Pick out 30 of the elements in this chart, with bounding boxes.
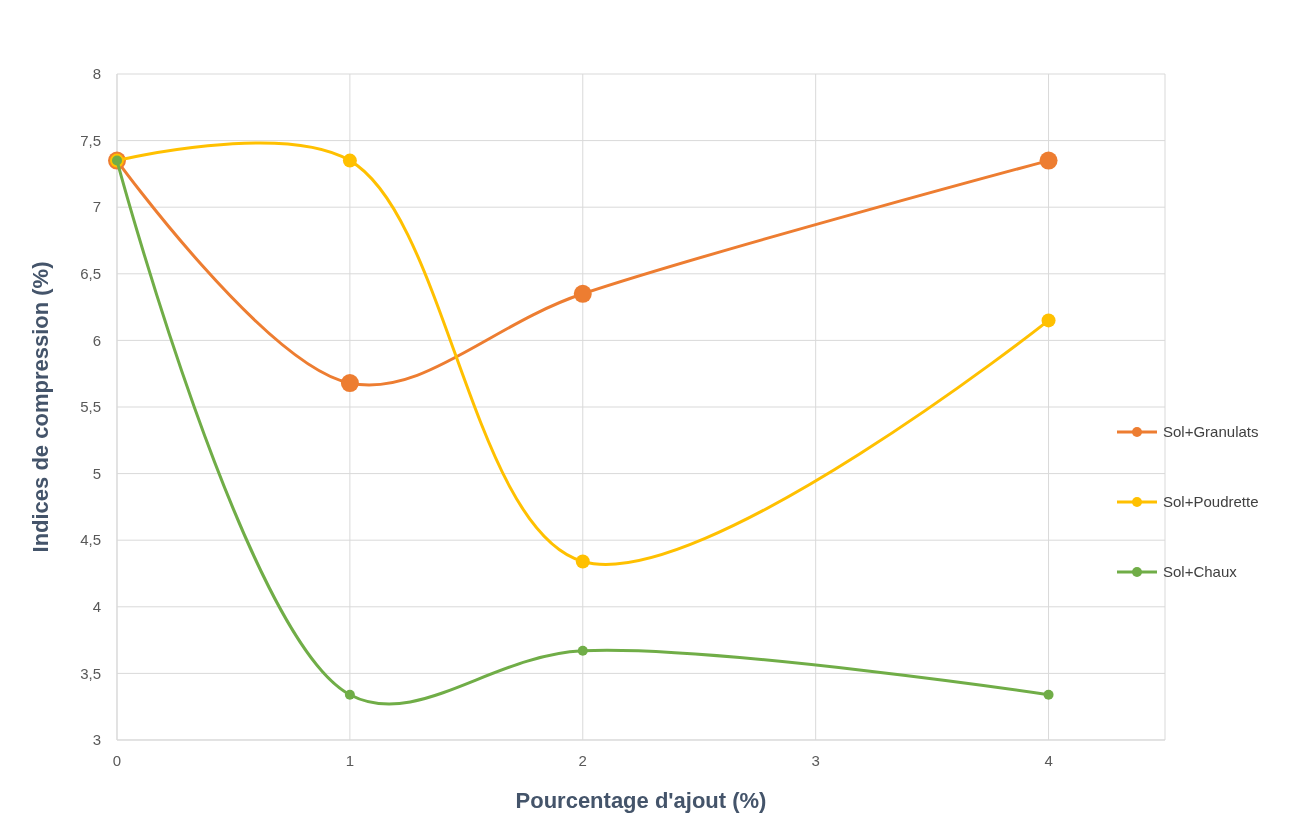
y-tick-label: 4,5 bbox=[80, 531, 101, 549]
x-tick-label: 0 bbox=[112, 752, 122, 769]
y-tick-label: 3 bbox=[92, 731, 101, 749]
point bbox=[340, 374, 359, 393]
point bbox=[577, 645, 588, 656]
x-tick-label: 4 bbox=[1044, 752, 1053, 769]
y-tick-label: 8 bbox=[92, 65, 101, 83]
x-tick-label: 3 bbox=[811, 752, 820, 769]
y-tick-label: 4 bbox=[92, 598, 101, 616]
legend-label: Sol+Granulats bbox=[1163, 423, 1259, 441]
point bbox=[1043, 689, 1054, 700]
y-tick-label: 7,5 bbox=[80, 131, 101, 149]
point bbox=[1041, 313, 1056, 328]
x-tick-label: 2 bbox=[578, 752, 587, 769]
point bbox=[573, 284, 592, 303]
point bbox=[575, 554, 590, 569]
y-tick-label: 6 bbox=[92, 331, 101, 349]
point bbox=[342, 153, 357, 168]
y-tick-label: 3,5 bbox=[80, 664, 101, 682]
legend-label: Sol+Chaux bbox=[1163, 563, 1238, 581]
y-tick-label: 5 bbox=[92, 464, 101, 482]
y-tick-label: 6,5 bbox=[80, 265, 101, 283]
x-axis-title: Pourcentage d'ajout (%) bbox=[515, 788, 767, 813]
legend-label: Sol+Poudrette bbox=[1163, 493, 1259, 511]
y-axis-title: Indices de compression (%) bbox=[28, 261, 53, 553]
y-tick-label: 5,5 bbox=[80, 398, 101, 416]
point bbox=[1039, 151, 1058, 170]
y-tick-label: 7 bbox=[92, 198, 101, 216]
point bbox=[344, 689, 355, 700]
x-tick-label: 1 bbox=[345, 752, 355, 769]
